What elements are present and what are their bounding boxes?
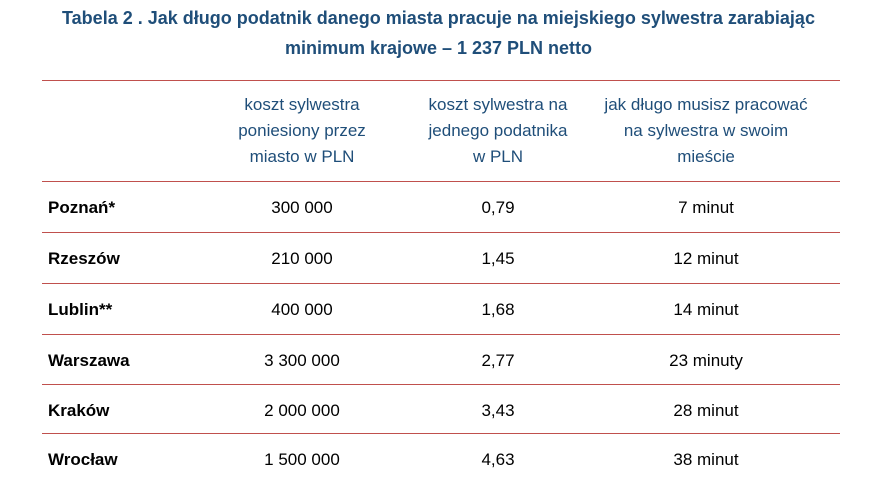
- per-taxpayer-cost: 1,68: [481, 300, 515, 319]
- table-top-rule: [42, 80, 840, 81]
- header-work-time-line: jak długo musisz pracować: [604, 95, 808, 114]
- table-row: Wrocław 1 500 000 4,63 38 minut: [42, 434, 840, 485]
- header-per-taxpayer-line: koszt sylwestra na: [428, 95, 568, 114]
- city-name: Kraków: [48, 401, 110, 420]
- city-name: Poznań*: [48, 198, 116, 217]
- work-time: 23 minuty: [669, 351, 743, 370]
- header-work-time-line: mieście: [677, 147, 735, 166]
- row-rule: [42, 283, 840, 284]
- work-time: 38 minut: [673, 450, 739, 469]
- city-name: Wrocław: [48, 450, 118, 469]
- city-cost: 400 000: [271, 300, 333, 319]
- header-per-taxpayer-line: jednego podatnika: [428, 121, 568, 140]
- table-title-line-1: Tabela 2 . Jak długo podatnik danego mia…: [62, 8, 815, 28]
- per-taxpayer-cost: 1,45: [481, 249, 515, 268]
- per-taxpayer-cost: 4,63: [481, 450, 515, 469]
- table-row: Rzeszów 210 000 1,45 12 minut: [42, 233, 840, 284]
- table-row: Lublin** 400 000 1,68 14 minut: [42, 284, 840, 335]
- header-city-cost-line: poniesiony przez: [238, 121, 366, 140]
- city-cost: 300 000: [271, 198, 333, 217]
- city-cost: 3 300 000: [264, 351, 340, 370]
- row-rule: [42, 334, 840, 335]
- table-row: Kraków 2 000 000 3,43 28 minut: [42, 385, 840, 436]
- city-name: Lublin**: [48, 300, 113, 319]
- header-per-taxpayer: koszt sylwestra na jednego podatnika w P…: [408, 92, 588, 170]
- row-rule: [42, 232, 840, 233]
- header-work-time-line: na sylwestra w swoim: [623, 121, 789, 140]
- city-name: Warszawa: [48, 351, 130, 370]
- table-row: Poznań* 300 000 0,79 7 minut: [42, 182, 840, 233]
- header-city-cost-line: koszt sylwestra: [244, 95, 360, 114]
- work-time: 28 minut: [673, 401, 739, 420]
- work-time: 14 minut: [673, 300, 739, 319]
- row-rule: [42, 433, 840, 434]
- row-rule: [42, 384, 840, 385]
- work-time: 12 minut: [673, 249, 739, 268]
- per-taxpayer-cost: 3,43: [481, 401, 515, 420]
- city-cost: 1 500 000: [264, 450, 340, 469]
- table-title-line-2: minimum krajowe – 1 237 PLN netto: [284, 38, 593, 58]
- header-work-time: jak długo musisz pracować na sylwestra w…: [590, 92, 822, 170]
- header-city-cost-line: miasto w PLN: [249, 147, 355, 166]
- header-city-cost: koszt sylwestra poniesiony przez miasto …: [217, 92, 387, 170]
- work-time: 7 minut: [678, 198, 734, 217]
- per-taxpayer-cost: 2,77: [481, 351, 515, 370]
- per-taxpayer-cost: 0,79: [481, 198, 515, 217]
- table-row: Warszawa 3 300 000 2,77 23 minuty: [42, 335, 840, 386]
- city-cost: 2 000 000: [264, 401, 340, 420]
- header-per-taxpayer-line: w PLN: [472, 147, 524, 166]
- header-bottom-rule: [42, 181, 840, 182]
- city-name: Rzeszów: [48, 249, 120, 268]
- city-cost: 210 000: [271, 249, 333, 268]
